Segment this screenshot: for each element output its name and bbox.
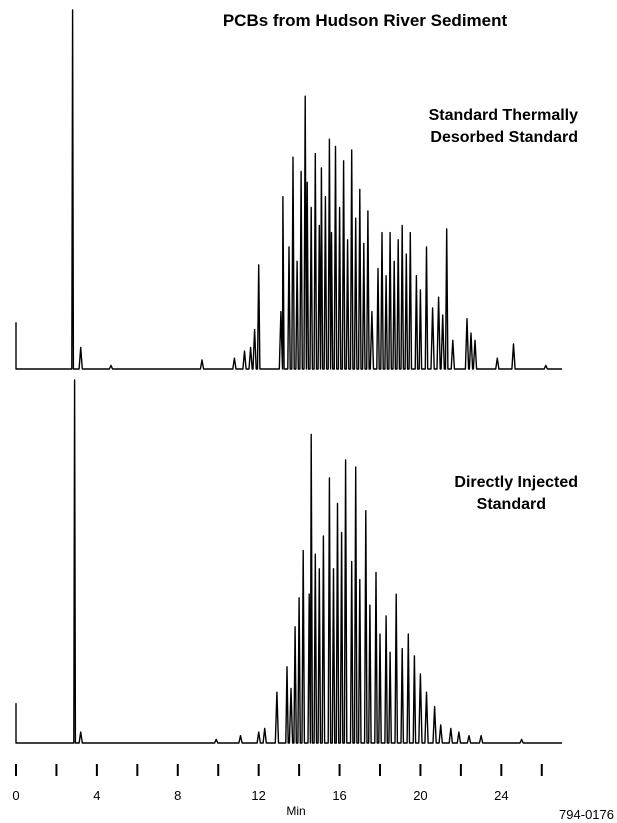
x-tick-label: 16 [332,788,346,803]
panel-directly-injected: Directly Injected Standard [15,379,578,744]
panel-label-line-2: Desorbed Standard [430,129,578,146]
x-axis: 0 4 8 12 16 20 24 [12,764,543,803]
panel-label-line-2: Standard [477,496,546,513]
panel-thermally-desorbed: Standard Thermally Desorbed Standard [15,9,578,370]
x-tick-label: 20 [413,788,427,803]
chart-title: PCBs from Hudson River Sediment [223,11,508,30]
x-tick-label: 24 [494,788,508,803]
x-axis-label: Min [286,804,305,818]
panel-label-line-1: Directly Injected [454,474,578,491]
x-tick-label: 12 [251,788,265,803]
figure-code: 794-0176 [559,807,614,822]
x-tick-label: 8 [174,788,181,803]
trace-directly-injected [15,379,562,744]
panel-label-line-1: Standard Thermally [429,107,578,124]
trace-thermally-desorbed [15,9,562,370]
x-tick-label: 0 [12,788,19,803]
x-tick-label: 4 [93,788,100,803]
